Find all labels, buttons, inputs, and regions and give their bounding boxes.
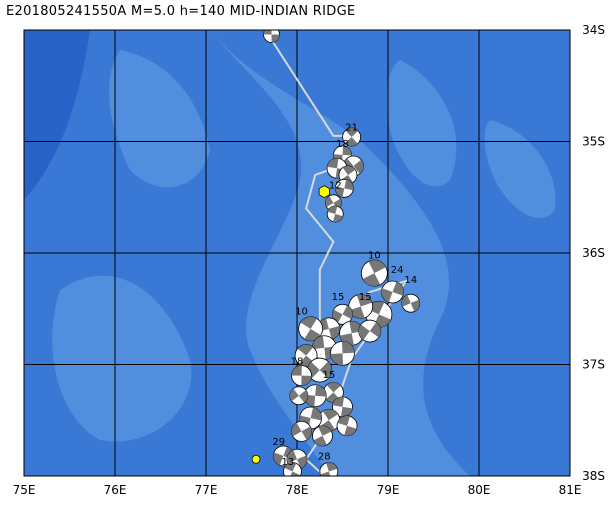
focal-mechanism-beachball [291,365,312,387]
lat-tick-label: 34S [582,23,605,37]
focal-mechanism-beachball [360,259,388,287]
focal-mechanism-beachball [289,386,309,406]
focal-mechanism-beachball [336,415,358,437]
focal-mechanism-beachball [317,317,341,341]
focal-mechanism-beachball [283,462,302,476]
focal-mechanism-beachball [291,420,312,442]
focal-mechanism-beachball [312,425,333,447]
depth-label: 18 [291,357,304,368]
lon-tick-label: 76E [104,483,127,497]
depth-label: 12 [329,180,342,191]
depth-label: 28 [318,451,331,462]
depth-label: 15 [322,370,335,381]
lat-tick-label: 37S [582,358,605,372]
lon-tick-label: 77E [195,483,218,497]
lon-tick-label: 81E [559,483,582,497]
event-layer [318,185,330,199]
focal-mechanism-beachball [326,205,344,223]
lon-tick-label: 78E [286,483,309,497]
focal-mechanisms [251,30,421,476]
lon-tick-label: 75E [13,483,36,497]
mainshock-marker [318,185,330,199]
focal-mechanism-beachball [303,384,327,408]
focal-mechanism-beachball [358,319,382,343]
depth-label: 29 [272,437,285,448]
depth-label: 15 [359,292,372,303]
depth-label: 13 [282,457,295,468]
axis-tick-labels: 75E 76E 77E 78E 79E 80E 81E 34S 35S 36S 37S 38S [13,23,605,497]
focal-mechanism-beachball [298,316,324,342]
depth-label: 21 [345,122,358,133]
depth-label: 10 [368,251,381,262]
graticule [24,30,570,476]
lon-tick-label: 80E [468,483,491,497]
focal-mechanism-beachball [319,462,339,476]
depth-label: 10 [295,306,308,317]
lat-tick-label: 35S [582,135,605,149]
map-frame [23,29,571,477]
depth-label: 18 [336,139,349,150]
focal-mechanism-beachball [307,357,333,383]
small-event-marker [251,454,261,464]
focal-mechanism-beachball [332,303,353,325]
lon-tick-label: 79E [377,483,400,497]
lat-tick-label: 36S [582,246,605,260]
focal-mechanism-beachball [330,340,355,366]
depth-label: 24 [391,265,404,276]
focal-mechanism-beachball [332,396,353,418]
lat-tick-label: 38S [582,469,605,483]
focal-mechanism-beachball [401,293,421,313]
focal-mechanism-beachball [334,178,354,198]
focal-mechanism-beachball [381,280,404,304]
map-title: E201805241550A M=5.0 h=140 MID-INDIAN RI… [6,4,356,19]
depth-label: 15 [332,292,345,303]
focal-mechanism-beachball [342,127,362,147]
depth-label: 14 [404,275,417,286]
focal-mechanism-beachball [263,30,280,43]
